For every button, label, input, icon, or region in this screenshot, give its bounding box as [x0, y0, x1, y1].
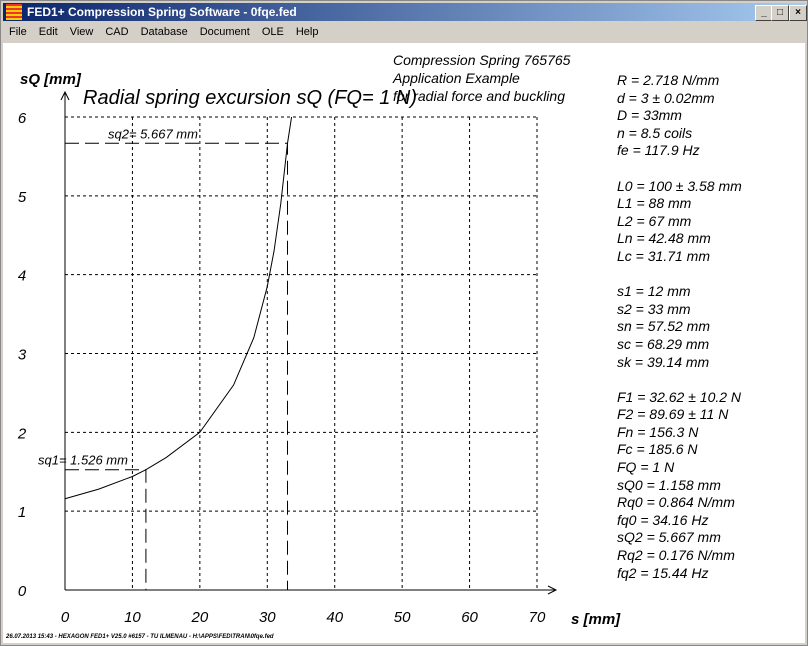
- y-tick-label: 6: [18, 110, 27, 127]
- y-axis-arrow: [60, 90, 70, 101]
- parameter-item: fq2 = 15.44 Hz: [617, 564, 709, 581]
- y-axis-label: sQ [mm]: [20, 71, 82, 88]
- app-icon: [6, 4, 22, 20]
- header-line: for radial force and buckling: [393, 88, 565, 104]
- maximize-button[interactable]: □: [771, 5, 789, 21]
- menu-edit[interactable]: Edit: [38, 26, 58, 38]
- parameter-item: Rq0 = 0.864 N/mm: [617, 494, 735, 511]
- parameter-list: R = 2.718 N/mm d = 3 ± 0.02mm D = 33mm n = …: [617, 72, 742, 582]
- annotation-label: sq2= 5.667 mm: [108, 126, 198, 141]
- parameter-item: F1 = 32.62 ± 10.2 N: [617, 388, 742, 405]
- parameter-item: D = 33mm: [617, 107, 682, 124]
- parameter-item: F2 = 89.69 ± 11 N: [617, 406, 729, 423]
- x-axis-label: s [mm]: [571, 611, 621, 628]
- menu-cad[interactable]: CAD: [105, 26, 129, 38]
- y-tick-label: 4: [18, 268, 26, 285]
- x-tick-label: 30: [259, 609, 276, 626]
- x-tick-label: 50: [394, 609, 411, 626]
- parameter-item: s1 = 12 mm: [617, 283, 691, 300]
- x-tick-label: 70: [529, 609, 546, 626]
- parameter-item: Fc = 185.6 N: [617, 441, 698, 458]
- x-tick-label: 40: [326, 609, 343, 626]
- header-line: Application Example: [393, 70, 520, 86]
- menu-document[interactable]: Document: [199, 26, 250, 38]
- menu-file[interactable]: File: [9, 26, 27, 38]
- menu-bar: File Edit View CAD Database Document OLE Help: [3, 23, 324, 42]
- x-tick-label: 10: [124, 609, 141, 626]
- parameter-item: n = 8.5 coils: [617, 124, 693, 141]
- menu-database[interactable]: Database: [140, 26, 188, 38]
- menu-ole[interactable]: OLE: [261, 26, 284, 38]
- chart-header: Compression Spring 765765 Application Ex…: [393, 51, 570, 105]
- parameter-item: L2 = 67 mm: [617, 212, 692, 229]
- parameter-item: Rq2 = 0.176 N/mm: [617, 547, 735, 564]
- annotation-dashline: [65, 469, 147, 590]
- parameter-item: s2 = 33 mm: [617, 300, 691, 317]
- parameter-item: [617, 266, 742, 284]
- window-title: FED1+ Compression Spring Software - 0fqe…: [27, 5, 297, 19]
- y-tick-label: 0: [18, 583, 27, 600]
- parameter-item: sn = 57.52 mm: [617, 318, 710, 335]
- parameter-item: fq0 = 34.16 Hz: [617, 511, 709, 528]
- y-tick-label: 3: [18, 347, 27, 364]
- parameter-item: sQ2 = 5.667 mm: [617, 529, 721, 546]
- x-tick-label: 60: [461, 609, 478, 626]
- x-axis-arrow: [547, 585, 558, 595]
- parameter-item: FQ = 1 N: [617, 459, 675, 476]
- parameter-item: [617, 160, 742, 178]
- parameter-item: sk = 39.14 mm: [617, 353, 710, 370]
- y-tick-label: 1: [18, 504, 26, 521]
- parameter-item: Lc = 31.71 mm: [617, 247, 710, 264]
- parameter-item: R = 2.718 N/mm: [617, 72, 720, 88]
- y-tick-label: 2: [17, 425, 27, 442]
- header-line: Compression Spring 765765: [393, 52, 571, 68]
- parameter-item: Fn = 156.3 N: [617, 423, 699, 440]
- x-tick-label: 0: [61, 609, 70, 626]
- parameter-item: L1 = 88 mm: [617, 195, 692, 212]
- parameter-item: L0 = 100 ± 3.58 mm: [617, 177, 742, 194]
- title-bar: FED1+ Compression Spring Software - 0fqe…: [3, 3, 807, 21]
- parameter-item: sc = 68.29 mm: [617, 335, 710, 352]
- close-button[interactable]: ×: [789, 5, 807, 21]
- menu-help[interactable]: Help: [295, 26, 319, 38]
- minimize-button[interactable]: _: [755, 5, 773, 21]
- annotation-dashline: [65, 142, 289, 590]
- parameter-item: d = 3 ± 0.02mm: [617, 89, 715, 106]
- menu-view[interactable]: View: [69, 26, 94, 38]
- parameter-item: sQ0 = 1.158 mm: [617, 476, 721, 493]
- annotation-label: sq1= 1.526 mm: [38, 453, 128, 468]
- footer-text: 26.07.2013 15:43 - HEXAGON FED1+ V25.0 #…: [6, 634, 274, 640]
- y-tick-label: 5: [18, 189, 27, 206]
- parameter-item: [617, 371, 742, 389]
- chart-title: Radial spring excursion sQ (FQ= 1 N): [83, 87, 417, 109]
- parameter-item: fe = 117.9 Hz: [617, 142, 700, 159]
- series-line-sq: [64, 116, 293, 500]
- parameter-item: Ln = 42.48 mm: [617, 230, 711, 247]
- x-tick-label: 20: [191, 609, 209, 626]
